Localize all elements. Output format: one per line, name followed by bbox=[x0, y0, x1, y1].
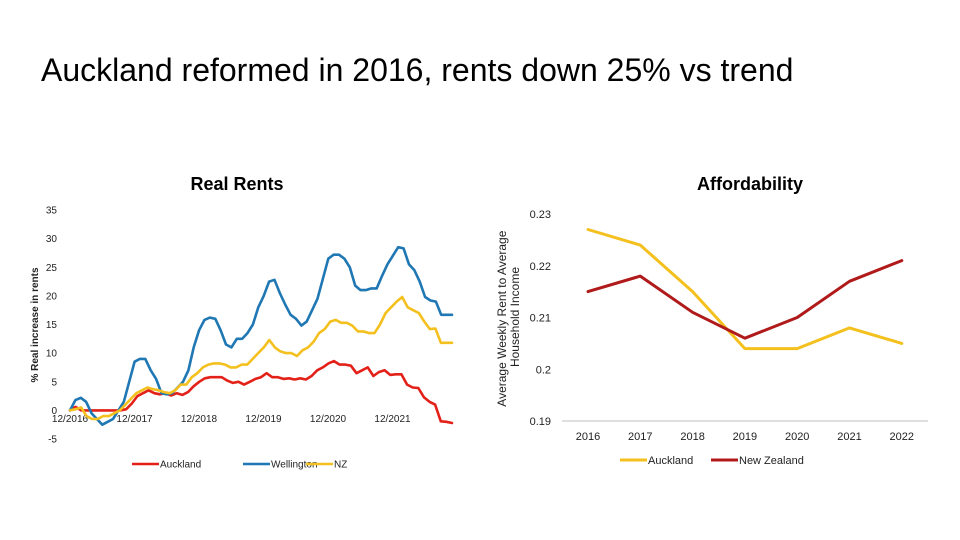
affordability-title: Affordability bbox=[697, 174, 803, 194]
legend-label-auckland: Auckland bbox=[160, 460, 201, 471]
y-tick-label: 35 bbox=[46, 206, 58, 217]
y-tick-label: -5 bbox=[48, 435, 57, 446]
y-tick-label: 10 bbox=[46, 349, 58, 360]
y-tick-label: 30 bbox=[46, 234, 58, 245]
series-line-auckland bbox=[586, 228, 904, 351]
y-tick-label: 0.19 bbox=[530, 416, 551, 428]
affordability-x-ticks: 2016 2017 2018 2019 2020 2021 2022 bbox=[576, 431, 914, 443]
affordability-y-axis-title: Average Weekly Rent to Average Household… bbox=[495, 227, 522, 406]
x-tick-label: 12/2020 bbox=[310, 414, 347, 425]
real-rents-series-lines bbox=[68, 245, 454, 427]
real-rents-x-ticks: 12/2016 12/2017 12/2018 12/2019 12/2020 12/20… bbox=[52, 414, 411, 425]
affordability-y-title-line-1: Average Weekly Rent to Average bbox=[495, 230, 509, 406]
x-tick-label: 2020 bbox=[785, 431, 809, 443]
x-tick-label: 2019 bbox=[733, 431, 757, 443]
x-tick-label: 2017 bbox=[628, 431, 652, 443]
series-line-nz bbox=[68, 295, 454, 421]
x-tick-label: 2021 bbox=[837, 431, 861, 443]
y-tick-label: 20 bbox=[46, 291, 58, 302]
x-tick-label: 2016 bbox=[576, 431, 600, 443]
real-rents-y-ticks: 35 30 25 20 15 10 5 0 -5 bbox=[46, 206, 58, 446]
affordability-y-ticks: 0.23 0.22 0.21 0.2 0.19 bbox=[530, 209, 551, 428]
y-tick-label: 5 bbox=[51, 377, 57, 388]
x-tick-label: 2022 bbox=[890, 431, 914, 443]
x-tick-label: 12/2018 bbox=[181, 414, 218, 425]
series-line-wellington bbox=[68, 245, 454, 427]
x-tick-label: 12/2021 bbox=[374, 414, 411, 425]
y-tick-label: 0.22 bbox=[530, 261, 551, 273]
y-tick-label: 0 bbox=[51, 406, 57, 417]
legend-label-wellington: Wellington bbox=[271, 460, 318, 471]
series-line-auckland bbox=[68, 359, 454, 425]
legend-label-auckland: Auckland bbox=[648, 455, 693, 467]
series-line-new-zealand bbox=[586, 259, 904, 340]
x-tick-label: 12/2016 bbox=[52, 414, 89, 425]
affordability-series-lines bbox=[586, 228, 904, 351]
y-tick-label: 0.21 bbox=[530, 313, 551, 325]
y-tick-label: 0.23 bbox=[530, 209, 551, 221]
affordability-y-title-line-2: Household Income bbox=[508, 267, 522, 367]
y-tick-label: 0.2 bbox=[536, 364, 551, 376]
y-tick-label: 15 bbox=[46, 320, 58, 331]
real-rents-y-axis-title: % Real increase in rents bbox=[30, 267, 41, 382]
affordability-chart: Affordability 0.230.220.210.20.19 2016 20… bbox=[495, 174, 928, 467]
real-rents-legend: Auckland Wellington NZ bbox=[132, 460, 347, 471]
x-tick-label: 12/2019 bbox=[245, 414, 282, 425]
x-tick-label: 2018 bbox=[680, 431, 704, 443]
x-tick-label: 12/2017 bbox=[116, 414, 153, 425]
y-tick-label: 25 bbox=[46, 263, 58, 274]
affordability-legend: Auckland New Zealand bbox=[620, 455, 804, 467]
real-rents-title: Real Rents bbox=[190, 174, 283, 194]
slide-title: Auckland reformed in 2016, rents down 25… bbox=[41, 52, 794, 88]
legend-label-nz: NZ bbox=[334, 460, 347, 471]
legend-label-new-zealand: New Zealand bbox=[739, 455, 804, 467]
